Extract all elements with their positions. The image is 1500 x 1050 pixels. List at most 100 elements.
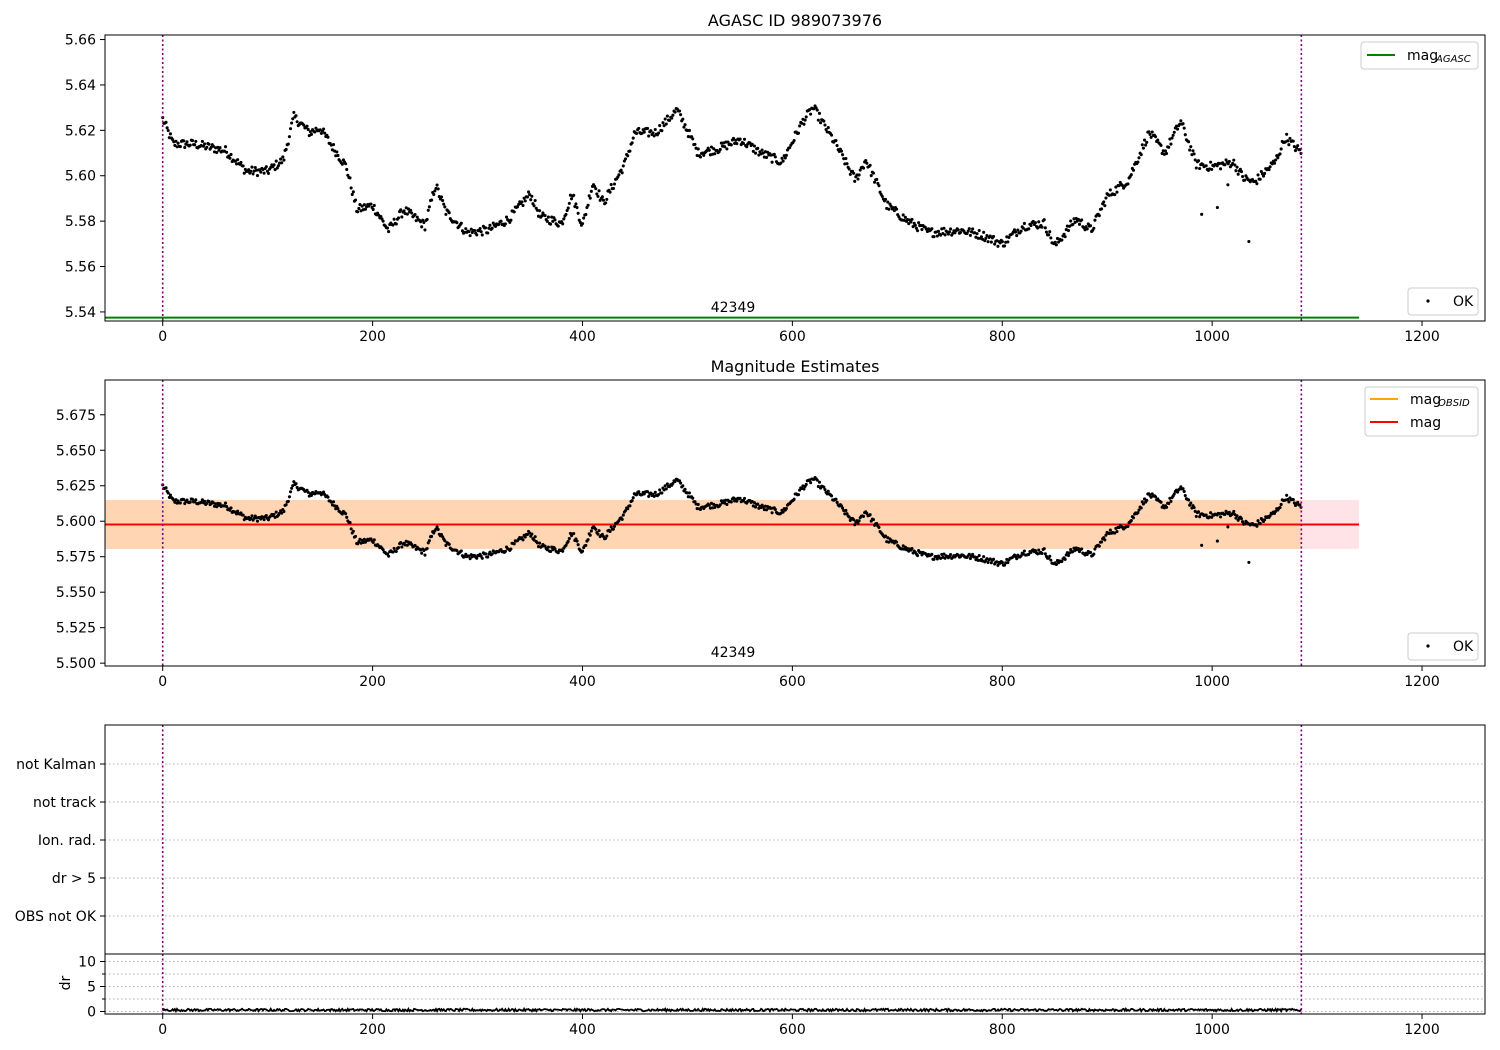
data-point xyxy=(1042,218,1046,222)
data-point xyxy=(1063,557,1067,561)
data-point xyxy=(288,127,293,131)
data-point xyxy=(1200,212,1204,216)
data-point xyxy=(1102,536,1106,540)
data-point xyxy=(1033,549,1037,553)
legend-label: mag xyxy=(1410,415,1441,431)
data-point xyxy=(855,519,859,523)
data-point xyxy=(423,553,427,557)
data-point xyxy=(816,484,820,489)
data-point xyxy=(816,118,820,122)
data-point xyxy=(1226,183,1230,187)
data-point xyxy=(1204,164,1208,168)
data-point xyxy=(217,148,221,152)
data-point xyxy=(1103,204,1107,208)
data-point xyxy=(561,222,565,226)
data-point xyxy=(982,555,986,559)
data-point xyxy=(868,163,872,167)
data-point xyxy=(1247,560,1251,564)
data-point xyxy=(653,490,657,494)
data-point xyxy=(504,215,509,219)
data-point xyxy=(486,231,490,235)
data-point xyxy=(409,208,413,212)
data-point xyxy=(939,233,943,237)
data-point xyxy=(1114,185,1118,189)
data-point xyxy=(512,542,516,546)
data-point xyxy=(387,230,391,234)
data-point xyxy=(290,486,294,490)
data-point xyxy=(436,527,440,532)
data-point xyxy=(1159,500,1163,504)
legend-lower: OK xyxy=(1407,287,1479,316)
data-point xyxy=(657,492,661,497)
data-point xyxy=(480,556,484,560)
data-point xyxy=(983,239,987,243)
data-point xyxy=(712,147,716,151)
data-point xyxy=(1092,552,1096,556)
data-point xyxy=(1141,502,1145,506)
data-point xyxy=(1080,547,1084,551)
data-point xyxy=(215,150,219,155)
data-point xyxy=(400,545,404,549)
data-point xyxy=(546,215,550,219)
data-point xyxy=(597,189,601,193)
data-point xyxy=(1198,515,1202,519)
data-point xyxy=(601,198,606,202)
data-point xyxy=(600,195,604,199)
data-point xyxy=(984,236,988,240)
data-point xyxy=(942,226,946,230)
data-point xyxy=(1145,140,1149,144)
data-point xyxy=(646,490,650,494)
data-point xyxy=(861,514,866,518)
data-point xyxy=(1226,525,1230,529)
data-point xyxy=(349,186,353,190)
data-point xyxy=(649,491,653,495)
data-point xyxy=(1142,138,1147,142)
data-point xyxy=(225,150,229,154)
data-point xyxy=(1141,146,1145,150)
data-point xyxy=(595,192,599,196)
data-point xyxy=(693,142,697,146)
data-point xyxy=(1062,232,1066,236)
data-point xyxy=(1147,130,1151,134)
data-point xyxy=(1181,487,1185,491)
data-point xyxy=(287,495,291,499)
data-point xyxy=(724,140,728,144)
data-point xyxy=(1239,170,1244,174)
data-point xyxy=(215,505,219,509)
data-point xyxy=(976,558,980,562)
data-point xyxy=(350,192,354,197)
data-point xyxy=(751,149,755,153)
data-point xyxy=(1279,147,1283,151)
data-point xyxy=(400,215,404,219)
data-point xyxy=(344,162,348,166)
data-point xyxy=(915,229,920,233)
data-point xyxy=(201,144,206,148)
data-point xyxy=(868,513,872,517)
x-tick-label: 800 xyxy=(989,1022,1016,1038)
data-point xyxy=(372,203,376,208)
data-point xyxy=(1022,221,1026,225)
data-point xyxy=(1137,508,1141,512)
data-point xyxy=(658,488,662,492)
data-point xyxy=(687,128,691,133)
data-point xyxy=(871,171,875,175)
data-point xyxy=(665,114,669,118)
data-point xyxy=(605,197,609,201)
data-point xyxy=(572,193,576,197)
data-point xyxy=(901,544,905,548)
data-point xyxy=(292,110,296,114)
data-point xyxy=(871,518,875,522)
data-point xyxy=(1247,240,1251,244)
data-point xyxy=(499,219,503,223)
legend-label-ok: OK xyxy=(1453,639,1474,655)
data-point xyxy=(1179,119,1183,123)
data-point xyxy=(443,205,447,209)
obsid-label: 42349 xyxy=(711,645,756,661)
data-point xyxy=(1053,240,1057,244)
data-point xyxy=(909,220,913,224)
data-point xyxy=(772,152,776,156)
y-axis-label: dr xyxy=(58,975,74,990)
data-point xyxy=(1015,234,1019,238)
data-point xyxy=(637,126,641,130)
data-point xyxy=(1104,533,1108,537)
